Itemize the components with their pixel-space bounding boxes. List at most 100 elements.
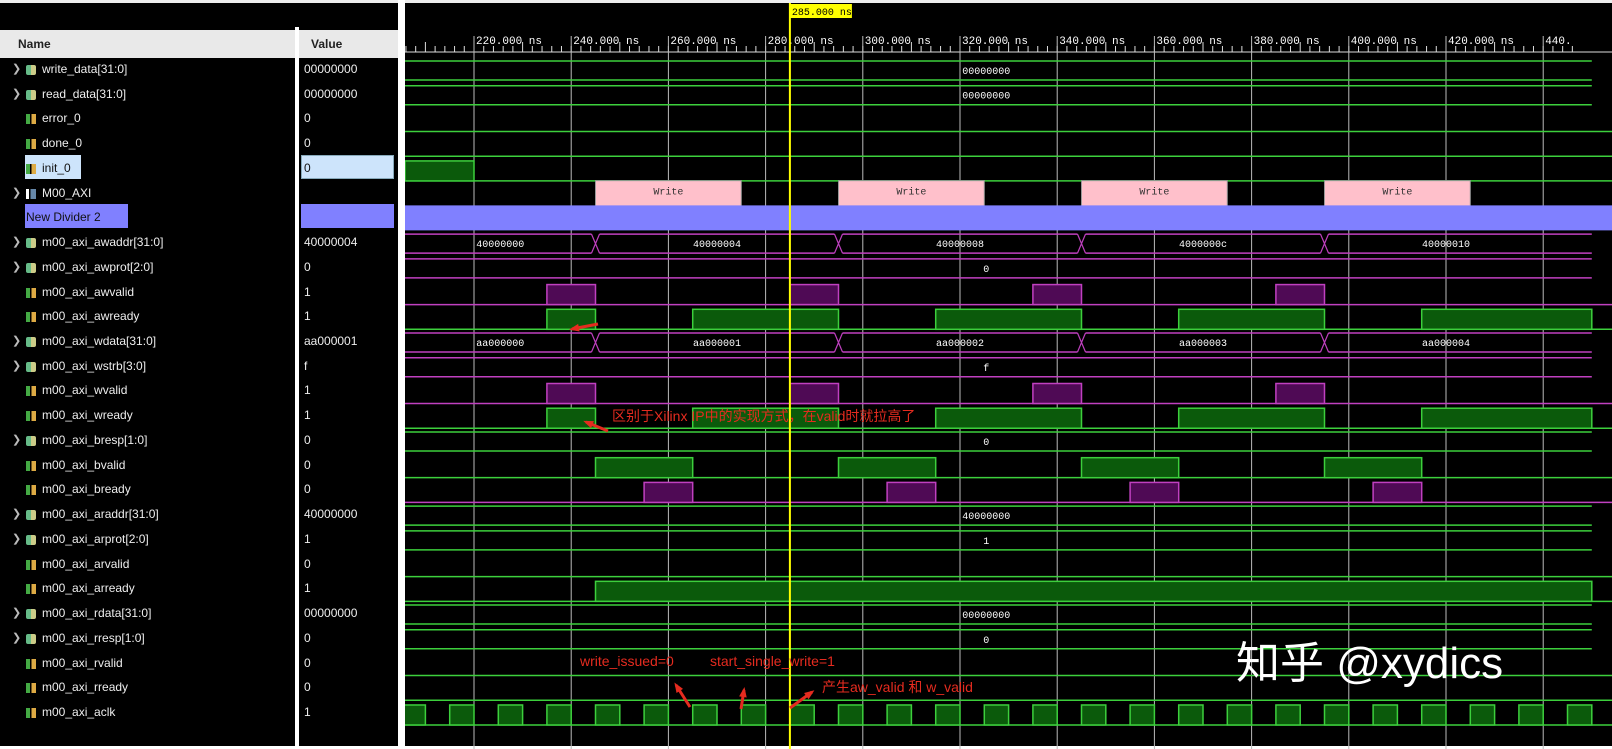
signal-row[interactable]: m00_axi_awvalid 1	[0, 281, 398, 305]
high-pulse	[546, 283, 597, 306]
expand-chevron-icon[interactable]: ❯	[12, 236, 22, 249]
signal-name: m00_axi_aclk	[42, 704, 116, 719]
signal-row[interactable]: done_0 0	[0, 132, 398, 156]
signal-value: 00000000	[304, 86, 358, 101]
clock-pulse	[1420, 704, 1447, 726]
value-column-header[interactable]: Value	[311, 37, 343, 51]
expand-chevron-icon[interactable]: ❯	[12, 433, 22, 446]
bus-icon	[26, 262, 36, 273]
clock-pulse	[691, 704, 718, 726]
signal-row[interactable]: ❯ write_data[31:0] 00000000	[0, 58, 398, 82]
waveform-m00_axi_bresp: 0	[405, 431, 1592, 452]
clock-pulse	[1177, 704, 1204, 726]
expand-chevron-icon[interactable]: ❯	[12, 508, 22, 521]
signal-row[interactable]: ❯ m00_axi_awaddr[31:0] 40000004	[0, 231, 398, 255]
waveform-m00_axi_aclk	[405, 704, 1612, 726]
signal-name: m00_axi_awprot[2:0]	[42, 259, 154, 274]
expand-chevron-icon[interactable]: ❯	[12, 532, 22, 545]
clock-pulse	[1129, 704, 1156, 726]
signal-row[interactable]: ❯ m00_axi_rdata[31:0] 00000000	[0, 602, 398, 626]
signal-name: m00_axi_awready	[42, 309, 140, 324]
tick-label: 380.000 ns	[1254, 36, 1320, 48]
signal-row[interactable]: ❯ m00_axi_wdata[31:0] aa000001	[0, 330, 398, 354]
transaction-label: Write	[896, 187, 926, 199]
bus-transition	[1319, 233, 1330, 254]
signal-name: m00_axi_wvalid	[42, 383, 128, 398]
bus-value-label: f	[983, 363, 989, 375]
watermark: 知乎 @xydics	[1236, 639, 1504, 688]
signal-row[interactable]: m00_axi_aclk 1	[0, 701, 398, 725]
pane-splitter[interactable]	[398, 0, 405, 746]
expand-chevron-icon[interactable]: ❯	[12, 186, 22, 199]
signal-row[interactable]: m00_axi_bready 0	[0, 478, 398, 502]
signal-row[interactable]: m00_axi_awready 1	[0, 305, 398, 329]
clock-pulse	[405, 704, 427, 726]
expand-chevron-icon[interactable]: ❯	[12, 87, 22, 100]
waveform-panel[interactable]: 220.000 ns 240.000 ns 260.000 ns 280.000 ns…	[405, 0, 1612, 749]
high-pulse	[1372, 481, 1423, 504]
clock-pulse	[594, 704, 621, 726]
signal-row[interactable]: m00_axi_wvalid 1	[0, 379, 398, 403]
clock-pulse	[643, 704, 670, 726]
waveform-canvas[interactable]: 220.000 ns 240.000 ns 260.000 ns 280.000 ns…	[405, 0, 1612, 749]
signal-value: 1	[304, 383, 311, 398]
clock-pulse	[1323, 704, 1350, 726]
signal-row[interactable]: m00_axi_wready 1	[0, 404, 398, 428]
signal-row[interactable]: m00_axi_rvalid 0	[0, 652, 398, 676]
bus-icon	[26, 89, 36, 100]
signal-row[interactable]: ❯ m00_axi_arprot[2:0] 1	[0, 528, 398, 552]
high-pulse	[1080, 456, 1180, 479]
signal-name: m00_axi_rready	[42, 680, 129, 695]
clock-pulse	[837, 704, 864, 726]
signal-name: m00_axi_wstrb[3:0]	[42, 358, 147, 373]
signal-row[interactable]: m00_axi_bvalid 0	[0, 454, 398, 478]
signal-name: m00_axi_arready	[42, 581, 135, 596]
expand-chevron-icon[interactable]: ❯	[12, 335, 22, 348]
bus-value-label: 40000004	[693, 240, 741, 251]
signal-name: m00_axi_awvalid	[42, 284, 135, 299]
annotation-arrowhead-icon	[583, 420, 594, 429]
signal-row[interactable]: m00_axi_arready 1	[0, 577, 398, 601]
signal-row[interactable]: ❯ m00_axi_bresp[1:0] 0	[0, 429, 398, 453]
waveform-m00_axi_rresp: 0	[405, 629, 1592, 650]
signal-row[interactable]: m00_axi_rready 0	[0, 676, 398, 700]
expand-chevron-icon[interactable]: ❯	[12, 607, 22, 620]
column-divider[interactable]	[295, 27, 299, 746]
signal-name: done_0	[42, 136, 83, 151]
waveform-read_data: 00000000	[405, 84, 1592, 106]
signal-value: 1	[304, 581, 311, 596]
bus-value-label: 40000000	[962, 512, 1010, 523]
expand-chevron-icon[interactable]: ❯	[12, 63, 22, 75]
transaction-label: Write	[653, 187, 683, 199]
expand-chevron-icon[interactable]: ❯	[12, 631, 22, 644]
signal-value: 0	[304, 482, 311, 497]
transaction-label: Write	[1139, 187, 1169, 199]
value-highlight	[301, 154, 394, 179]
signal-row[interactable]: ❯ m00_axi_rresp[1:0] 0	[0, 627, 398, 651]
signal-value: 40000004	[304, 235, 358, 250]
signal-row[interactable]: ❯ m00_axi_wstrb[3:0] f	[0, 355, 398, 379]
expand-chevron-icon[interactable]: ❯	[12, 260, 22, 273]
signal-value: 40000000	[304, 507, 358, 522]
high-pulse	[934, 308, 1083, 331]
signal-row[interactable]: ❯ M00_AXI	[0, 182, 398, 206]
signal-value: 0	[304, 556, 311, 571]
high-pulse	[1275, 382, 1326, 405]
signal-row[interactable]: ❯ m00_axi_awprot[2:0] 0	[0, 256, 398, 280]
signal-value: 1	[304, 284, 311, 299]
bit-icon	[26, 683, 36, 694]
signal-row[interactable]: ❯ read_data[31:0] 00000000	[0, 83, 398, 107]
signal-row[interactable]: m00_axi_arvalid 0	[0, 553, 398, 577]
signal-row[interactable]: New Divider 2	[0, 204, 398, 230]
signal-row[interactable]: error_0 0	[0, 107, 398, 131]
transaction-box	[1081, 180, 1228, 211]
annotation-start-single-write: start_single_write=1	[710, 653, 835, 669]
signal-value: 1	[304, 531, 311, 546]
name-column-header[interactable]: Name	[18, 37, 51, 51]
clock-pulse	[886, 704, 913, 726]
cursor-time-label: 285.000 ns	[792, 8, 852, 19]
signal-row[interactable]: init_0 0	[0, 154, 398, 181]
expand-chevron-icon[interactable]: ❯	[12, 359, 22, 372]
signal-row[interactable]: ❯ m00_axi_araddr[31:0] 40000000	[0, 503, 398, 527]
tick-label: 320.000 ns	[962, 36, 1028, 48]
